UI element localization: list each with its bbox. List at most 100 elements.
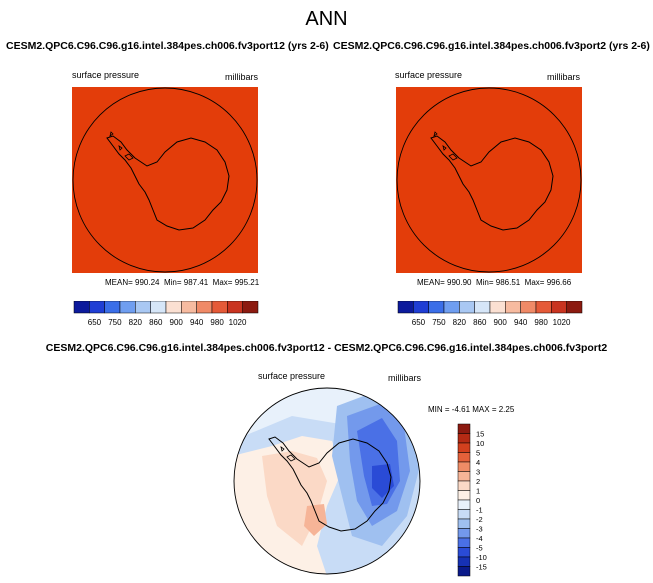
colorbar-swatch: [428, 301, 445, 314]
panel-1-case-title: CESM2.QPC6.C96.C96.g16.intel.384pes.ch00…: [6, 40, 329, 52]
colorbar-tick-label: 980: [534, 318, 548, 327]
diff-colorbar-swatch: [457, 471, 471, 482]
colorbar-swatch: [489, 301, 506, 314]
diff-colorbar-tick-label: 15: [476, 430, 484, 439]
colorbar-tick-label: 820: [453, 318, 467, 327]
panel-1-field-fill: [72, 87, 258, 273]
diff-colorbar-swatch: [457, 433, 471, 444]
panel-1-min-label: Min=: [163, 278, 182, 287]
diff-colorbar-tick-label: -1: [476, 506, 483, 515]
diff-colorbar-swatch: [457, 518, 471, 529]
panel-2-min-label: Min=: [475, 278, 494, 287]
diff-colorbar-swatch: [457, 461, 471, 472]
colorbar-tick-label: 750: [108, 318, 122, 327]
diff-colorbar-tick-label: 5: [476, 449, 480, 458]
colorbar-tick-label: 900: [494, 318, 508, 327]
diff-colorbar-swatch: [457, 499, 471, 510]
colorbar-swatch: [505, 301, 521, 314]
panel-1-mean-label: MEAN=: [105, 278, 133, 287]
colorbar-tick-label: 940: [514, 318, 528, 327]
colorbar-swatch: [150, 301, 167, 314]
panel-2-max-value: 996.66: [546, 278, 572, 287]
panel-2-variable-label: surface pressure: [395, 70, 463, 80]
colorbar-swatch: [520, 301, 537, 314]
panel-2-mean-value: 990.90: [447, 278, 472, 287]
diff-max-label: MAX =: [472, 405, 497, 414]
diff-min-value: -4.61: [451, 405, 471, 414]
diff-colorbar-swatch: [457, 423, 471, 434]
panel-1-min-value: 987.41: [183, 278, 209, 287]
panel-2-min-value: 986.51: [495, 278, 521, 287]
diff-min-label: MIN =: [428, 405, 450, 414]
diff-max-value: 2.25: [498, 405, 515, 414]
colorbar-swatch: [242, 301, 259, 314]
diff-colorbar-swatch: [457, 528, 471, 539]
colorbar-swatch: [196, 301, 213, 314]
colorbar-swatch: [566, 301, 583, 314]
colorbar-swatch: [227, 301, 243, 314]
diff-colorbar-tick-label: 10: [476, 439, 484, 448]
colorbar-swatch: [181, 301, 197, 314]
diff-colorbar-tick-label: -3: [476, 525, 483, 534]
panel-1-mean-value: 990.24: [135, 278, 160, 287]
colorbar-tick-label: 940: [190, 318, 204, 327]
colorbar-tick-label: 860: [473, 318, 487, 327]
colorbar-swatch: [443, 301, 460, 314]
panel-2-max-label: Max=: [524, 278, 545, 287]
diff-colorbar-swatch: [457, 547, 471, 558]
diff-colorbar-tick-label: -10: [476, 553, 487, 562]
panel-2-map: [396, 87, 582, 273]
colorbar-tick-label: 980: [210, 318, 224, 327]
panel-1-map-boundary: [72, 87, 258, 273]
panel-2-map-boundary: [396, 87, 582, 273]
panel-1-colorbar: 650 750 820 860 900 940 980 1020: [73, 301, 259, 327]
panel-2-stats: MEAN= 990.90 Min= 986.51 Max= 996.66: [417, 278, 571, 287]
colorbar-swatch: [73, 301, 90, 314]
colorbar-swatch: [474, 301, 491, 314]
panel-1-stats: MEAN= 990.24 Min= 987.41 Max= 995.21: [105, 278, 259, 287]
colorbar-tick-label: 650: [412, 318, 426, 327]
diff-colorbar-tick-label: 4: [476, 458, 480, 467]
panel-2-antarctica-outline: [430, 131, 554, 231]
diff-colorbar-tick-label: -5: [476, 544, 483, 553]
diff-colorbar-swatch: [457, 490, 471, 501]
diff-colorbar-swatch: [457, 480, 471, 491]
diff-colorbar-tick-label: 0: [476, 496, 480, 505]
diff-colorbar-swatch: [457, 509, 471, 520]
diff-variable-label: surface pressure: [258, 371, 326, 381]
panel-1-units-label: millibars: [225, 72, 259, 82]
diff-colorbar-tick-label: 3: [476, 468, 480, 477]
colorbar-swatch: [119, 301, 136, 314]
colorbar-swatch: [397, 301, 414, 314]
panel-2-case-title: CESM2.QPC6.C96.C96.g16.intel.384pes.ch00…: [333, 40, 650, 52]
panel-2-colorbar: 650 750 820 860 900 940 980 1020: [397, 301, 583, 327]
panel-2-units-label: millibars: [547, 72, 581, 82]
panel-1-map: [72, 87, 258, 273]
colorbar-tick-label: 1020: [229, 318, 247, 327]
colorbar-tick-label: 820: [129, 318, 143, 327]
panel-1-max-label: Max=: [212, 278, 233, 287]
panel-1-antarctica-outline: [106, 131, 230, 231]
diff-map-boundary: [233, 387, 421, 575]
diff-units-label: millibars: [388, 373, 422, 383]
colorbar-tick-label: 650: [88, 318, 102, 327]
colorbar-tick-label: 860: [149, 318, 163, 327]
diff-colorbar-tick-label: 1: [476, 487, 480, 496]
diff-map: [233, 387, 421, 575]
panel-2-mean-label: MEAN=: [417, 278, 445, 287]
diff-colorbar-swatch: [457, 537, 471, 548]
diff-colorbar-swatch: [457, 452, 471, 463]
colorbar-swatch: [413, 301, 429, 314]
colorbar-swatch: [89, 301, 105, 314]
colorbar-swatch: [211, 301, 228, 314]
colorbar-tick-label: 900: [170, 318, 184, 327]
diff-antarctica-outline: [268, 436, 392, 532]
panel-2-field-fill: [396, 87, 582, 273]
panel-1-variable-label: surface pressure: [72, 70, 140, 80]
colorbar-swatch: [535, 301, 552, 314]
colorbar-swatch: [165, 301, 182, 314]
page-title: ANN: [305, 8, 348, 30]
diff-colorbar-swatch: [457, 566, 471, 577]
panel-1-max-value: 995.21: [234, 278, 260, 287]
